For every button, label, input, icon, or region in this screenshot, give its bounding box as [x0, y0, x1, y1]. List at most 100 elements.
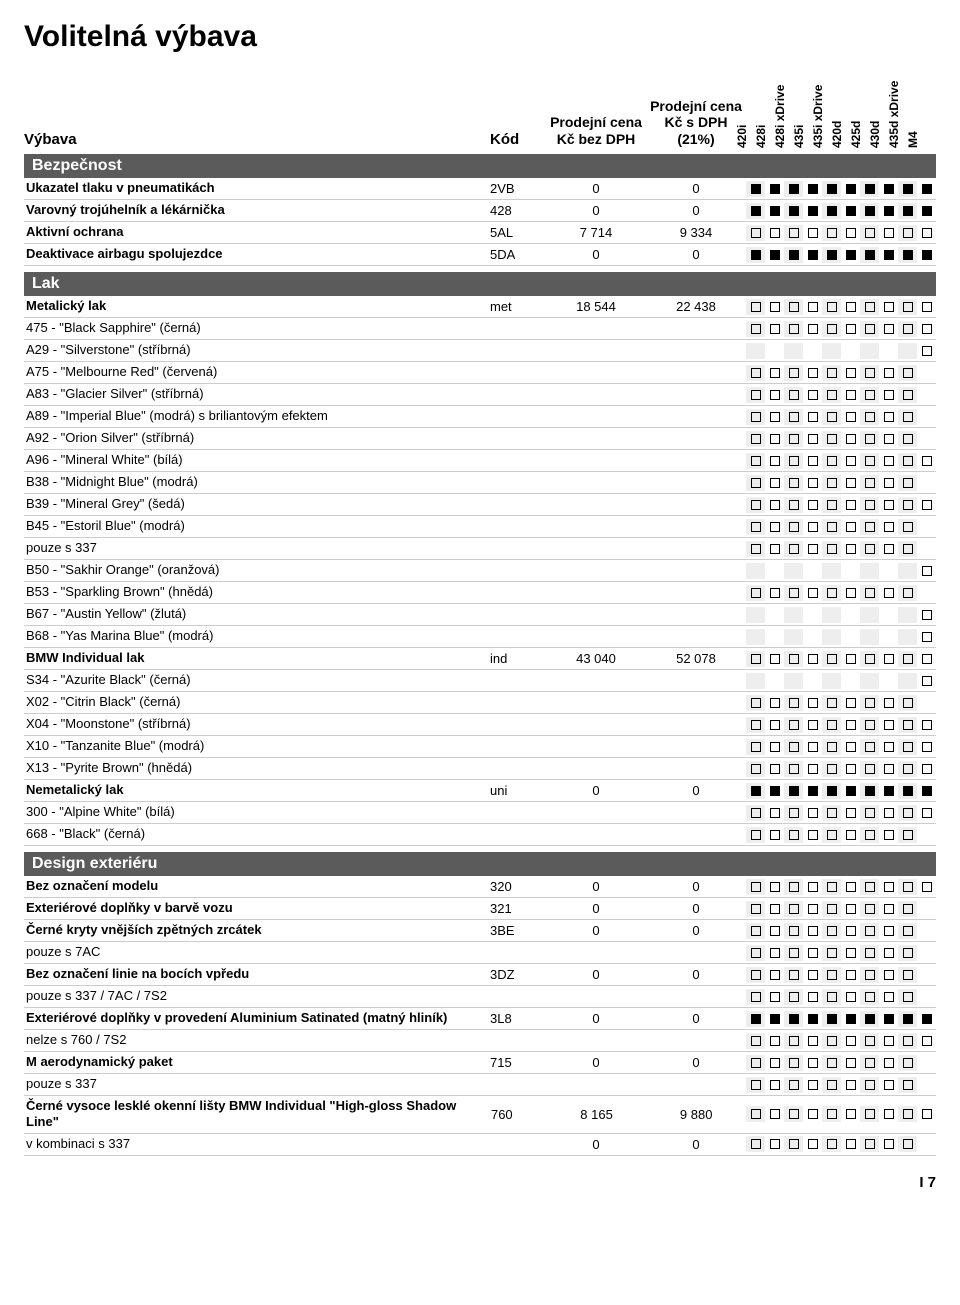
- open-square-icon: [751, 654, 761, 664]
- availability-cell: [917, 695, 936, 711]
- filled-square-icon: [865, 786, 875, 796]
- availability-cell: [784, 901, 803, 917]
- price-vat: 0: [646, 967, 746, 982]
- availability-cell: [784, 1033, 803, 1049]
- open-square-icon: [922, 302, 932, 312]
- table-row: pouze s 7AC: [24, 942, 936, 964]
- availability-cell: [822, 607, 841, 623]
- availability-cell: [784, 717, 803, 733]
- availability-cell: [917, 365, 936, 381]
- availability-cell: [898, 431, 917, 447]
- open-square-icon: [808, 720, 818, 730]
- equipment-name: B38 - "Midnight Blue" (modrá): [24, 474, 490, 490]
- open-square-icon: [808, 412, 818, 422]
- open-square-icon: [808, 500, 818, 510]
- availability-cell: [746, 225, 765, 241]
- availability-cell: [898, 247, 917, 263]
- availability-cells: [746, 387, 936, 403]
- availability-cell: [898, 607, 917, 623]
- open-square-icon: [789, 1080, 799, 1090]
- availability-cell: [784, 827, 803, 843]
- open-square-icon: [846, 926, 856, 936]
- availability-cell: [803, 585, 822, 601]
- table-row: A92 - "Orion Silver" (stříbrná): [24, 428, 936, 450]
- open-square-icon: [846, 522, 856, 532]
- equipment-name: Aktivní ochrana: [24, 224, 490, 240]
- availability-cells: [746, 541, 936, 557]
- availability-cell: [898, 475, 917, 491]
- equipment-name: A75 - "Melbourne Red" (červená): [24, 364, 490, 380]
- availability-cell: [841, 879, 860, 895]
- availability-cell: [784, 761, 803, 777]
- availability-cell: [898, 805, 917, 821]
- availability-cell: [917, 409, 936, 425]
- open-square-icon: [903, 412, 913, 422]
- availability-cell: [746, 989, 765, 1005]
- availability-cell: [822, 321, 841, 337]
- equipment-code: met: [490, 299, 546, 314]
- availability-cell: [746, 247, 765, 263]
- open-square-icon: [922, 808, 932, 818]
- availability-cell: [860, 519, 879, 535]
- availability-cell: [841, 431, 860, 447]
- availability-cell: [879, 225, 898, 241]
- filled-square-icon: [846, 184, 856, 194]
- open-square-icon: [808, 1139, 818, 1149]
- open-square-icon: [846, 654, 856, 664]
- open-square-icon: [770, 970, 780, 980]
- open-square-icon: [884, 522, 894, 532]
- availability-cell: [784, 805, 803, 821]
- open-square-icon: [808, 698, 818, 708]
- filled-square-icon: [922, 206, 932, 216]
- availability-cell: [898, 629, 917, 645]
- equipment-name: B67 - "Austin Yellow" (žlutá): [24, 606, 490, 622]
- equipment-name: X02 - "Citrin Black" (černá): [24, 694, 490, 710]
- availability-cell: [898, 1077, 917, 1093]
- open-square-icon: [808, 522, 818, 532]
- availability-cell: [765, 585, 784, 601]
- equipment-name: Černé kryty vnějších zpětných zrcátek: [24, 922, 490, 938]
- open-square-icon: [903, 228, 913, 238]
- availability-cell: [765, 299, 784, 315]
- filled-square-icon: [827, 184, 837, 194]
- open-square-icon: [884, 926, 894, 936]
- open-square-icon: [808, 588, 818, 598]
- equipment-name: X04 - "Moonstone" (stříbrná): [24, 716, 490, 732]
- availability-cell: [746, 739, 765, 755]
- availability-cell: [860, 1136, 879, 1152]
- availability-cell: [841, 923, 860, 939]
- equipment-name: Bez označení linie na bocích vpředu: [24, 966, 490, 982]
- availability-cells: [746, 1033, 936, 1049]
- availability-cell: [765, 651, 784, 667]
- availability-cell: [860, 321, 879, 337]
- open-square-icon: [865, 720, 875, 730]
- availability-cell: [860, 967, 879, 983]
- availability-cell: [917, 181, 936, 197]
- open-square-icon: [922, 764, 932, 774]
- availability-cells: [746, 1011, 936, 1027]
- table-row: B53 - "Sparkling Brown" (hnědá): [24, 582, 936, 604]
- open-square-icon: [903, 948, 913, 958]
- availability-cells: [746, 365, 936, 381]
- equipment-name: A89 - "Imperial Blue" (modrá) s briliant…: [24, 408, 490, 424]
- availability-cell: [879, 387, 898, 403]
- price-no-vat: 0: [546, 247, 646, 262]
- equipment-name: 668 - "Black" (černá): [24, 826, 490, 842]
- open-square-icon: [884, 654, 894, 664]
- open-square-icon: [827, 412, 837, 422]
- open-square-icon: [865, 456, 875, 466]
- price-vat: 0: [646, 901, 746, 916]
- open-square-icon: [827, 324, 837, 334]
- availability-cell: [898, 497, 917, 513]
- availability-cell: [803, 541, 822, 557]
- availability-cells: [746, 901, 936, 917]
- open-square-icon: [903, 742, 913, 752]
- availability-cell: [898, 585, 917, 601]
- availability-cell: [746, 805, 765, 821]
- availability-cell: [860, 879, 879, 895]
- availability-cell: [803, 651, 822, 667]
- availability-cell: [879, 901, 898, 917]
- open-square-icon: [751, 764, 761, 774]
- availability-cells: [746, 1055, 936, 1071]
- table-row: Černé kryty vnějších zpětných zrcátek3BE…: [24, 920, 936, 942]
